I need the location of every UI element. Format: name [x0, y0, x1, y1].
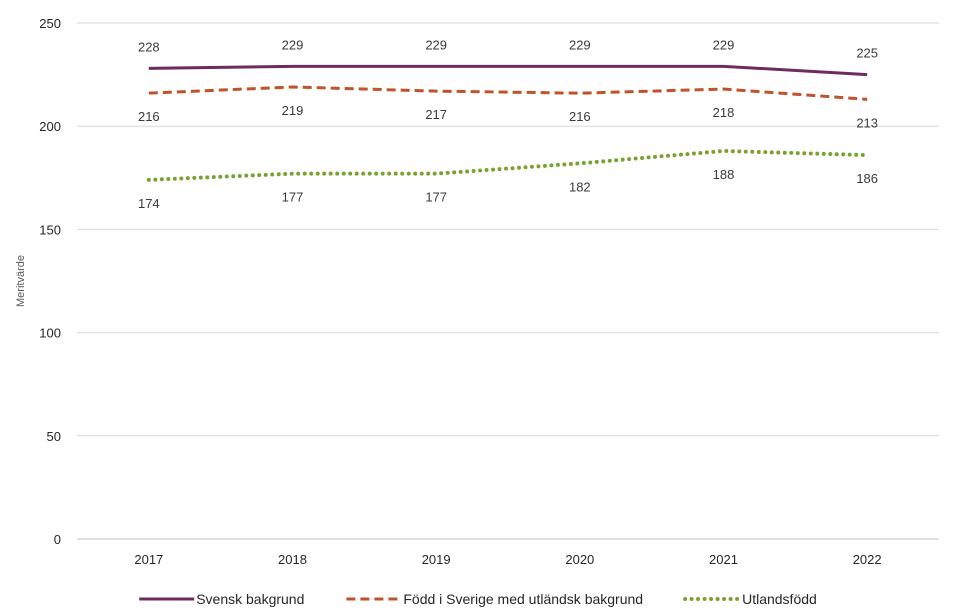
series-3-data-label: 182	[569, 179, 591, 194]
series-2-data-label: 216	[138, 109, 160, 124]
series-1-data-label: 229	[569, 37, 591, 52]
series-2-data-label: 218	[713, 105, 735, 120]
series-3-point	[866, 154, 869, 157]
legend: Svensk bakgrund Född i Sverige med utländ…	[139, 591, 817, 607]
legend-label: Född i Sverige med utländsk bakgrund	[403, 591, 643, 607]
data-labels: 228 229 229 229 229 225 216 219 217 216 218 213 174 1…	[138, 37, 878, 211]
series-2-point	[722, 88, 725, 91]
series-1-point	[722, 65, 725, 68]
series-1-point	[866, 73, 869, 76]
series-1-point	[578, 65, 581, 68]
series-2-point	[435, 90, 438, 93]
y-axis-title: Meritvärde	[15, 255, 27, 307]
series-lines	[146, 64, 870, 182]
series-3-data-label: 177	[425, 190, 447, 205]
series-3-data-label: 174	[138, 196, 160, 211]
y-tick-label: 250	[39, 16, 61, 31]
series-2-data-label: 217	[425, 107, 447, 122]
series-3-point	[435, 172, 438, 175]
series-3-line	[146, 148, 870, 182]
series-1-data-label: 229	[282, 37, 304, 52]
series-1-data-label: 228	[138, 39, 160, 54]
x-tick-label: 2018	[278, 552, 307, 567]
series-3-data-label: 186	[856, 171, 878, 186]
series-2-point	[147, 92, 150, 95]
series-2-data-label: 213	[856, 115, 878, 130]
y-tick-label: 150	[39, 222, 61, 237]
y-tick-label: 100	[39, 326, 61, 341]
series-2-line	[148, 85, 868, 101]
series-3-group	[146, 148, 870, 182]
series-1-data-label: 225	[856, 46, 878, 61]
legend-item: Född i Sverige med utländsk bakgrund	[346, 591, 643, 607]
series-1-data-label: 229	[425, 37, 447, 52]
x-tick-label: 2021	[709, 552, 738, 567]
series-3-data-label: 188	[713, 167, 735, 182]
legend-label: Utlandsfödd	[742, 591, 817, 607]
series-1-line	[148, 64, 868, 77]
series-2-point	[291, 85, 294, 88]
series-1-data-label: 229	[713, 37, 735, 52]
series-2-point	[866, 98, 869, 101]
legend-item: Svensk bakgrund	[139, 591, 304, 607]
series-1-group	[147, 64, 869, 77]
y-tick-label: 50	[47, 429, 61, 444]
series-1-point	[291, 65, 294, 68]
gridlines	[77, 22, 939, 540]
legend-label: Svensk bakgrund	[196, 591, 304, 607]
series-1-point	[147, 67, 150, 70]
y-tick-label: 200	[39, 119, 61, 134]
series-3-data-label: 177	[282, 190, 304, 205]
x-tick-label: 2019	[422, 552, 451, 567]
series-3-point	[147, 178, 150, 181]
series-3-point	[291, 172, 294, 175]
x-tick-label: 2017	[134, 552, 163, 567]
series-3-point	[722, 149, 725, 152]
series-3-point	[578, 162, 581, 165]
x-axis-ticks: 2017 2018 2019 2020 2021 2022	[134, 552, 881, 567]
x-tick-label: 2022	[853, 552, 882, 567]
series-1-point	[435, 65, 438, 68]
legend-item: Utlandsfödd	[683, 591, 817, 607]
series-2-data-label: 216	[569, 109, 591, 124]
series-2-point	[578, 92, 581, 95]
y-tick-label: 0	[54, 532, 61, 547]
series-2-data-label: 219	[282, 103, 304, 118]
y-axis-ticks: 0 50 100 150 200 250	[39, 16, 61, 547]
x-tick-label: 2020	[565, 552, 594, 567]
series-2-group	[147, 85, 869, 101]
